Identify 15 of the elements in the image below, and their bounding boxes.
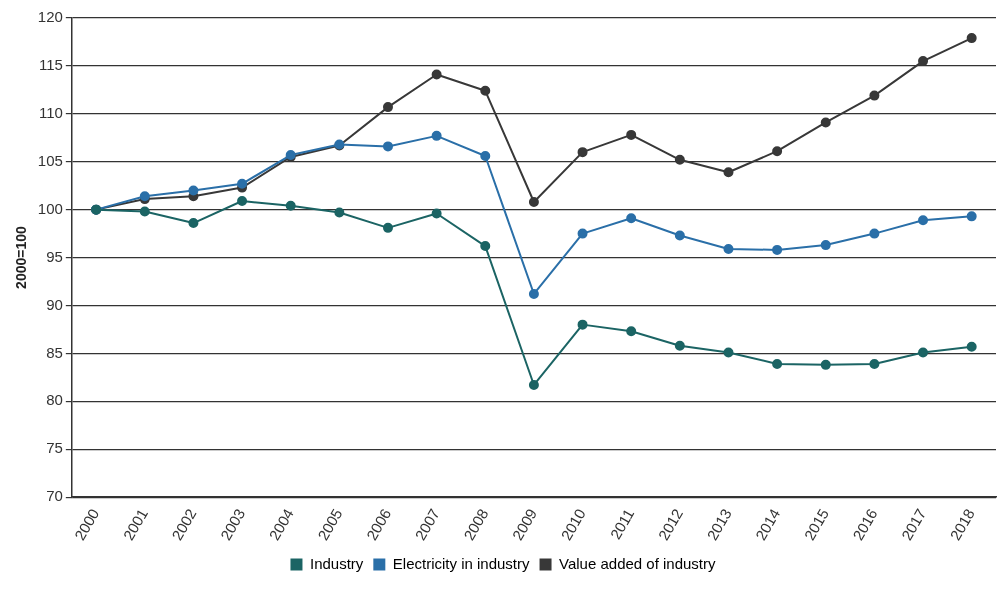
y-tick-label: 90 [46,295,63,313]
y-tick-label: 95 [46,247,63,265]
y-tick-label: 75 [46,439,63,457]
y-tick-label: 85 [46,343,63,361]
y-tick-label: 110 [38,103,63,121]
y-axis-title: 2000=100 [13,226,30,289]
y-tick-label: 120 [37,8,63,26]
legend-label: Electricity in industry [392,554,531,572]
legend-label: Value added of industry [559,554,717,572]
y-tick-label: 70 [46,487,63,505]
y-tick-label: 100 [37,199,63,217]
y-tick-label: 80 [46,391,63,409]
y-tick-label: 115 [38,56,63,74]
y-tick-label: 105 [37,151,63,169]
legend-label: Industry [309,554,364,572]
